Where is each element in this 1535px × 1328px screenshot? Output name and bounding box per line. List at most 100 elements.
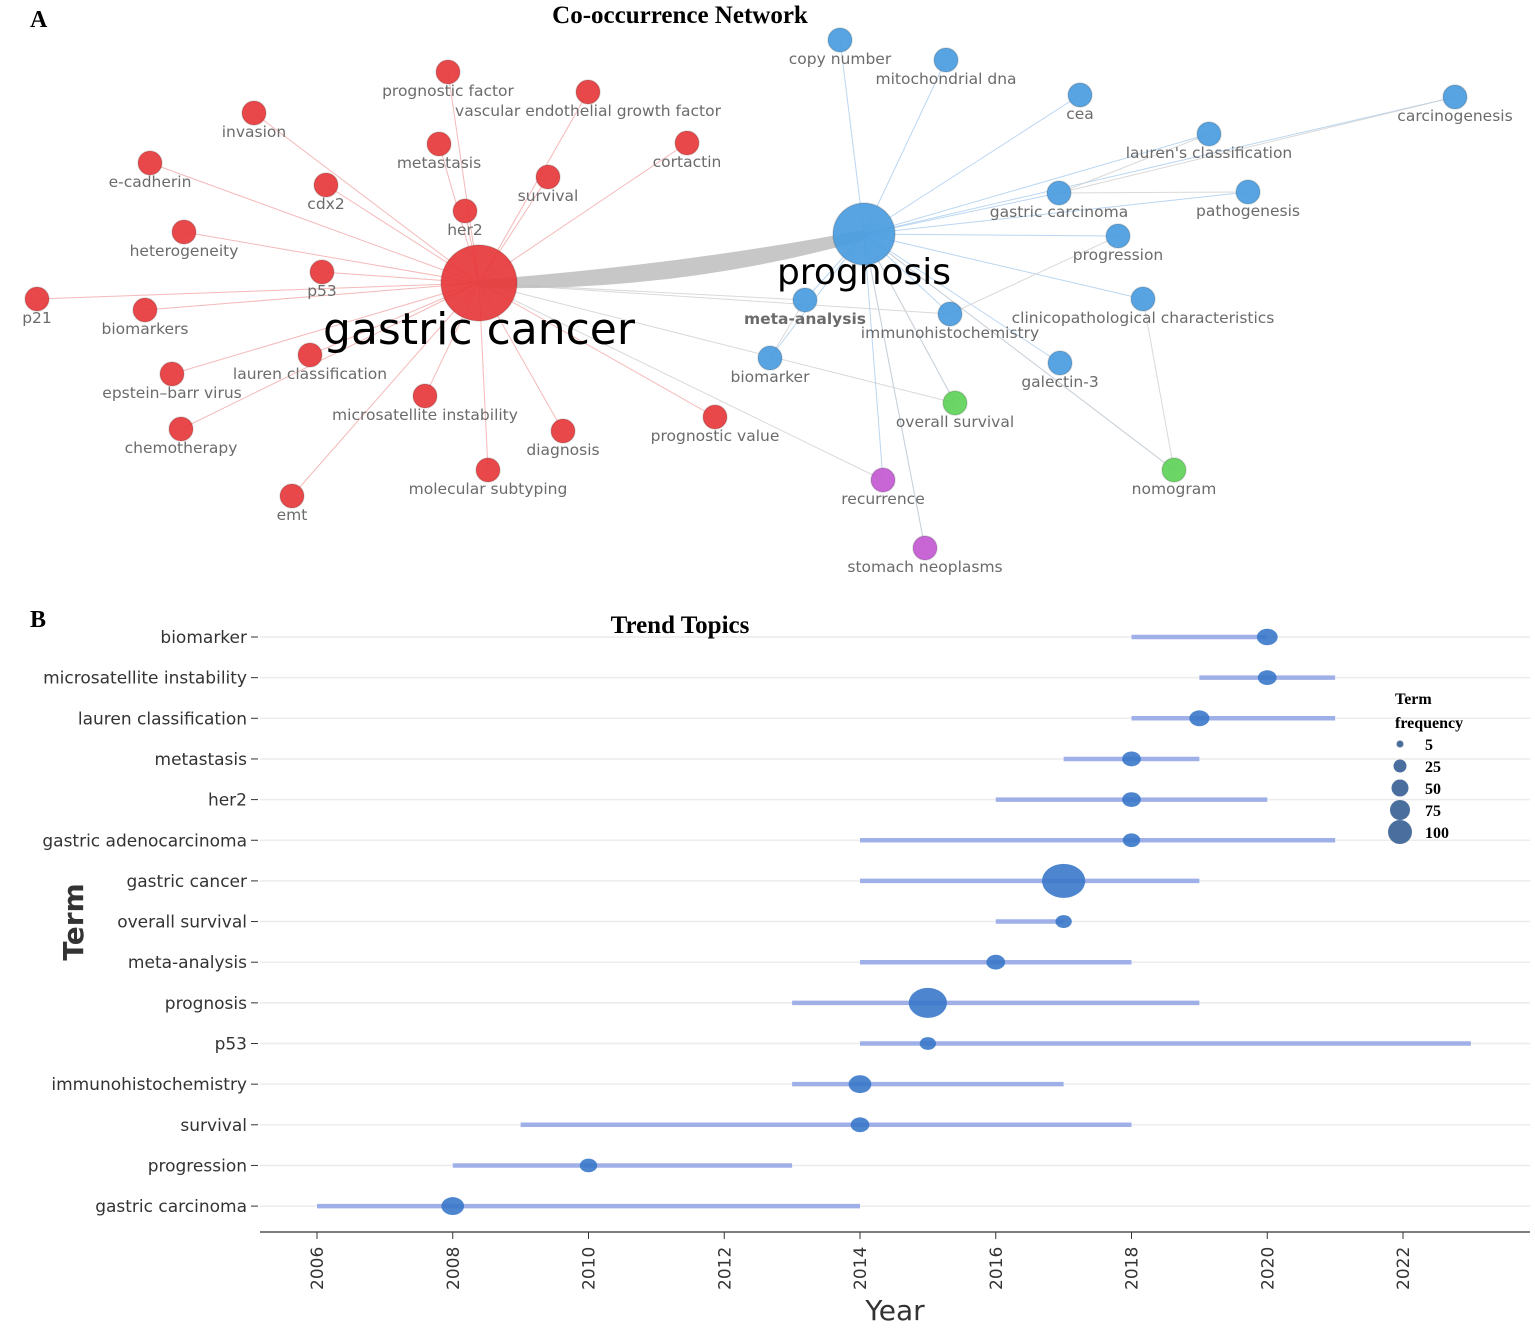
network-node: survival <box>518 164 579 205</box>
node-circle <box>702 404 728 430</box>
network-node: her2 <box>447 198 483 239</box>
network-node: prognostic factor <box>382 59 515 100</box>
node-label: cortactin <box>653 153 722 171</box>
network-title: Co-occurrence Network <box>552 2 808 29</box>
network-edge <box>1058 96 1456 194</box>
network-edge <box>1058 133 1210 194</box>
term-frequency-point <box>1189 710 1210 727</box>
x-tick-label: 2020 <box>1258 1247 1278 1290</box>
network-edge <box>171 282 480 375</box>
network-edge <box>180 282 480 430</box>
legend-size-label: 75 <box>1425 803 1441 820</box>
node-label: prognostic value <box>651 427 780 445</box>
network-edge <box>839 39 865 235</box>
network-node: meta-analysis <box>744 287 866 328</box>
x-tick-label: 2010 <box>580 1247 600 1290</box>
network-node: clinicopathological characteristics <box>1012 286 1275 327</box>
network-node: diagnosis <box>526 418 600 459</box>
node-label: pathogenesis <box>1196 202 1300 220</box>
network-edge <box>863 233 884 481</box>
network-nodes: gastric cancer prognosis prognostic factor… <box>22 27 1513 576</box>
network-node: immunohistochemistry <box>861 301 1039 342</box>
node-label: gastric carcinoma <box>990 203 1128 221</box>
x-axis-label: Year <box>864 1294 925 1327</box>
node-circle <box>757 345 783 371</box>
network-node: cea <box>1066 82 1094 123</box>
network-node: recurrence <box>841 467 925 508</box>
term-frequency-point <box>986 954 1006 970</box>
network-edge <box>863 233 926 549</box>
term-label: survival <box>180 1116 247 1136</box>
term-row: p53 <box>215 1035 1471 1055</box>
term-label: overall survival <box>117 913 247 933</box>
node-circle <box>426 131 452 157</box>
legend-size-label: 5 <box>1425 737 1433 754</box>
term-label: p53 <box>215 1035 247 1055</box>
node-label: cea <box>1066 105 1094 123</box>
x-tick-label: 2016 <box>987 1247 1007 1290</box>
node-label: molecular subtyping <box>409 480 568 498</box>
network-edge <box>144 282 480 311</box>
node-circle <box>475 457 501 483</box>
node-label: overall survival <box>896 413 1014 431</box>
term-row: her2 <box>208 791 1268 811</box>
node-circle <box>279 483 305 509</box>
network-node: progression <box>1073 223 1164 264</box>
network-edge <box>863 192 1060 235</box>
network-node: molecular subtyping <box>409 457 568 498</box>
network-edge <box>36 282 480 300</box>
network-node: gastric cancer <box>323 244 636 355</box>
node-label: p53 <box>307 282 337 300</box>
term-row: overall survival <box>117 913 1072 933</box>
network-node: vascular endothelial growth factor <box>455 79 722 120</box>
node-label: survival <box>518 187 579 205</box>
legend-size-circle <box>1396 740 1404 748</box>
node-circle <box>452 198 478 224</box>
term-frequency-point <box>850 1117 870 1133</box>
node-label: nomogram <box>1132 480 1217 498</box>
network-node: prognosis <box>777 202 951 293</box>
term-label: her2 <box>208 791 247 811</box>
node-label: biomarker <box>731 368 811 386</box>
term-label: progression <box>148 1156 247 1176</box>
node-label: progression <box>1073 246 1164 264</box>
node-label: diagnosis <box>526 441 599 459</box>
network-edge <box>478 282 956 404</box>
network-edge <box>291 282 480 497</box>
trend-chart: biomarker microsatellite instability laure… <box>42 628 1530 1290</box>
node-circle <box>159 361 185 387</box>
term-label: lauren classification <box>78 709 247 729</box>
node-label: chemotherapy <box>125 439 238 457</box>
node-circle <box>674 130 700 156</box>
panel-label-a: A <box>30 7 48 33</box>
network-edge <box>863 233 1119 237</box>
node-label: vascular endothelial growth factor <box>455 102 722 120</box>
term-frequency-point <box>579 1158 598 1173</box>
node-label: clinicopathological characteristics <box>1012 309 1275 327</box>
network-edge <box>253 112 480 284</box>
network-node: gastric carcinoma <box>990 180 1128 221</box>
network-edge <box>478 282 716 418</box>
node-circle <box>575 79 601 105</box>
network-edge <box>863 191 1249 235</box>
node-circle <box>1047 350 1073 376</box>
node-circle <box>1105 223 1131 249</box>
x-tick-label: 2022 <box>1394 1247 1414 1290</box>
network-edge <box>149 162 480 284</box>
network-node: p53 <box>307 259 337 300</box>
node-label: galectin-3 <box>1021 373 1098 391</box>
x-tick-label: 2008 <box>444 1247 464 1290</box>
node-circle <box>1130 286 1156 312</box>
network-node: galectin-3 <box>1021 350 1099 391</box>
node-label: her2 <box>447 221 483 239</box>
term-frequency-point <box>441 1197 465 1216</box>
network-node: cortactin <box>653 130 722 171</box>
node-circle <box>933 47 959 73</box>
network-edge <box>863 133 1210 235</box>
term-row: survival <box>180 1116 1132 1136</box>
node-circle <box>168 416 194 442</box>
network-node: e-cadherin <box>109 150 192 191</box>
node-label: e-cadherin <box>109 173 192 191</box>
node-circle <box>870 467 896 493</box>
network-node: nomogram <box>1132 457 1217 498</box>
